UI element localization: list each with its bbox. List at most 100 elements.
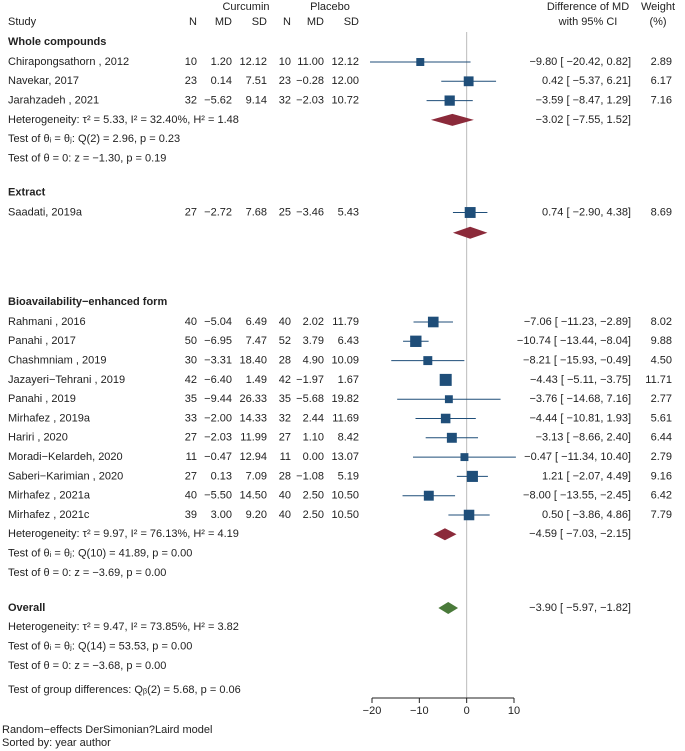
x-tick-label: 0	[464, 705, 470, 717]
effect-marker	[444, 395, 453, 404]
curcumin-n: 27	[185, 432, 197, 444]
subgroup-ci-label: −4.59 [ −7.03, −2.15]	[529, 528, 631, 540]
curcumin-sd: 12.12	[239, 56, 267, 68]
curcumin-sd: 7.47	[246, 335, 267, 347]
curcumin-sd: 14.33	[239, 412, 267, 424]
effect-ci-label: −4.43 [ −5.11, −3.75]	[530, 374, 631, 386]
placebo-n: 27	[279, 432, 291, 444]
header-n2: N	[283, 16, 291, 28]
subgroup-heterogeneity: Heterogeneity: τ² = 5.33, I² = 32.40%, H…	[8, 114, 239, 126]
weight-label: 9.88	[651, 335, 672, 347]
study-name: Saadati, 2019a	[8, 206, 83, 218]
placebo-md: −0.28	[296, 75, 324, 87]
study-name: Hariri , 2020	[8, 432, 68, 444]
curcumin-md: −5.62	[204, 95, 232, 107]
effect-ci-label: 0.50 [ −3.86, 4.86]	[542, 509, 631, 521]
placebo-sd: 5.19	[338, 470, 359, 482]
weight-label: 7.16	[651, 95, 672, 107]
x-tick-label: −10	[410, 705, 429, 717]
curcumin-sd: 7.68	[246, 206, 267, 218]
effect-header: Difference of MD	[547, 1, 629, 13]
effect-marker	[423, 490, 434, 501]
subgroup-test-q: Test of θᵢ = θⱼ: Q(2) = 2.96, p = 0.23	[8, 133, 180, 145]
study-name: Panahi , 2019	[8, 393, 76, 405]
header-sd1: SD	[252, 16, 267, 28]
curcumin-md: −6.95	[204, 335, 232, 347]
curcumin-md: −5.04	[204, 316, 232, 328]
effect-marker	[440, 413, 451, 424]
weight-label: 6.17	[651, 75, 672, 87]
curcumin-sd: 18.40	[239, 355, 267, 367]
placebo-n: 23	[279, 75, 291, 87]
placebo-sd: 12.00	[331, 75, 359, 87]
placebo-md: −2.03	[296, 95, 324, 107]
placebo-sd: 13.07	[331, 451, 359, 463]
overall-title: Overall	[8, 602, 45, 614]
placebo-md: 2.44	[303, 412, 324, 424]
weight-label: 6.44	[651, 432, 672, 444]
header-sd2: SD	[344, 16, 359, 28]
weight-label: 2.77	[651, 393, 672, 405]
placebo-sd: 5.43	[338, 206, 359, 218]
placebo-header: Placebo	[310, 1, 350, 13]
footnote-model: Random−effects DerSimonian?Laird model	[2, 724, 212, 736]
effect-header-ci: with 95% CI	[558, 16, 618, 28]
curcumin-sd: 9.20	[246, 509, 267, 521]
curcumin-n: 27	[185, 470, 197, 482]
placebo-md: 11.00	[297, 56, 324, 68]
placebo-sd: 10.50	[331, 509, 359, 521]
overall-diamond	[438, 602, 459, 614]
placebo-sd: 11.79	[332, 316, 359, 328]
curcumin-sd: 7.09	[246, 470, 267, 482]
curcumin-n: 11	[186, 451, 197, 463]
curcumin-sd: 26.33	[239, 393, 267, 405]
curcumin-n: 40	[185, 490, 197, 502]
header-n1: N	[189, 16, 197, 28]
subgroup-title: Whole compounds	[8, 36, 106, 48]
effect-marker	[439, 373, 452, 386]
effect-ci-label: −9.80 [ −20.42, 0.82]	[529, 56, 631, 68]
placebo-md: 2.50	[303, 509, 324, 521]
placebo-n: 35	[279, 393, 291, 405]
effect-ci-label: −4.44 [ −10.81, 1.93]	[529, 412, 631, 424]
group-differences-test: Test of group differences: Qᵦ(2) = 5.68,…	[8, 684, 241, 696]
weight-header: Weight	[641, 1, 675, 13]
placebo-n: 28	[279, 470, 291, 482]
effect-ci-label: −8.00 [ −13.55, −2.45]	[523, 490, 631, 502]
placebo-md: 1.10	[303, 432, 324, 444]
curcumin-sd: 11.99	[240, 432, 267, 444]
weight-label: 8.69	[651, 206, 672, 218]
weight-label: 5.61	[651, 412, 672, 424]
curcumin-n: 39	[185, 509, 197, 521]
effect-marker	[446, 432, 457, 443]
placebo-sd: 12.12	[331, 56, 359, 68]
effect-ci-label: 1.21 [ −2.07, 4.49]	[542, 470, 631, 482]
placebo-n: 40	[279, 509, 291, 521]
placebo-n: 52	[279, 335, 291, 347]
weight-header-unit: (%)	[649, 16, 666, 28]
placebo-n: 32	[279, 412, 291, 424]
study-name: Mirhafez , 2019a	[8, 412, 91, 424]
placebo-sd: 8.42	[338, 432, 359, 444]
effect-marker	[464, 207, 476, 218]
weight-label: 11.71	[645, 374, 672, 386]
study-name: Rahmani , 2016	[8, 316, 86, 328]
placebo-n: 28	[279, 355, 291, 367]
x-tick-label: −20	[363, 705, 382, 717]
curcumin-md: −2.03	[204, 432, 232, 444]
effect-marker	[427, 316, 439, 328]
effect-ci-label: −10.74 [ −13.44, −8.04]	[517, 335, 631, 347]
subgroup-heterogeneity: Heterogeneity: τ² = 9.97, I² = 76.13%, H…	[8, 528, 239, 540]
weight-label: 9.16	[651, 470, 672, 482]
placebo-n: 40	[279, 316, 291, 328]
curcumin-sd: 12.94	[239, 451, 267, 463]
curcumin-n: 27	[185, 206, 197, 218]
placebo-sd: 10.72	[331, 95, 359, 107]
curcumin-md: −2.00	[204, 412, 232, 424]
study-name: Mirhafez , 2021c	[8, 509, 90, 521]
effect-marker	[460, 453, 469, 462]
curcumin-md: −2.72	[204, 206, 232, 218]
subgroup-title: Extract	[8, 186, 46, 198]
header-md2: MD	[307, 16, 324, 28]
